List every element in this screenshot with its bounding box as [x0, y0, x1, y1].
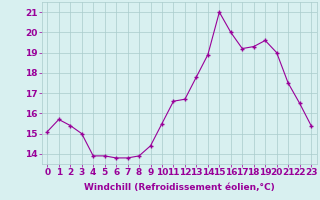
X-axis label: Windchill (Refroidissement éolien,°C): Windchill (Refroidissement éolien,°C): [84, 183, 275, 192]
